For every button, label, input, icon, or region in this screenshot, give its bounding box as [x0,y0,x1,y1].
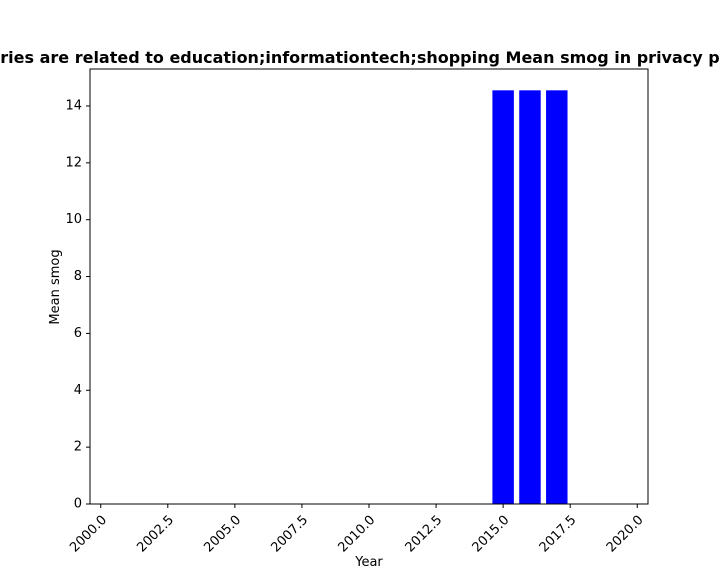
x-tick-label: 2020.0 [604,513,647,556]
chart-title: ries are related to education;informatio… [0,48,719,67]
bars-group [492,90,568,504]
y-tick-label: 4 [74,383,82,398]
x-tick-label: 2007.5 [268,513,311,556]
bar-2015 [492,90,514,504]
x-tick-label: 2002.5 [134,513,177,556]
y-tick-label: 6 [74,326,82,341]
x-axis-ticks: 2000.0 2002.5 2005.0 2007.5 2010.0 2012.5 2015… [67,504,647,556]
y-tick-label: 0 [74,497,82,512]
bar-2017 [546,90,568,504]
y-tick-label: 14 [65,98,82,113]
x-tick-label: 2012.5 [403,513,446,556]
x-tick-label: 2010.0 [336,513,379,556]
x-tick-label: 2000.0 [67,513,110,556]
y-tick-label: 8 [74,269,82,284]
y-tick-label: 12 [65,155,82,170]
x-tick-label: 2015.0 [470,513,513,556]
x-axis-label: Year [354,555,383,570]
bar-2016 [519,90,541,504]
y-tick-label: 2 [74,440,82,455]
y-tick-label: 10 [65,212,82,227]
x-tick-label: 2005.0 [201,513,244,556]
y-axis-ticks: 0 2 4 6 8 10 12 14 [65,98,90,512]
x-tick-label: 2017.5 [537,513,580,556]
y-axis-label: Mean smog [48,249,63,324]
